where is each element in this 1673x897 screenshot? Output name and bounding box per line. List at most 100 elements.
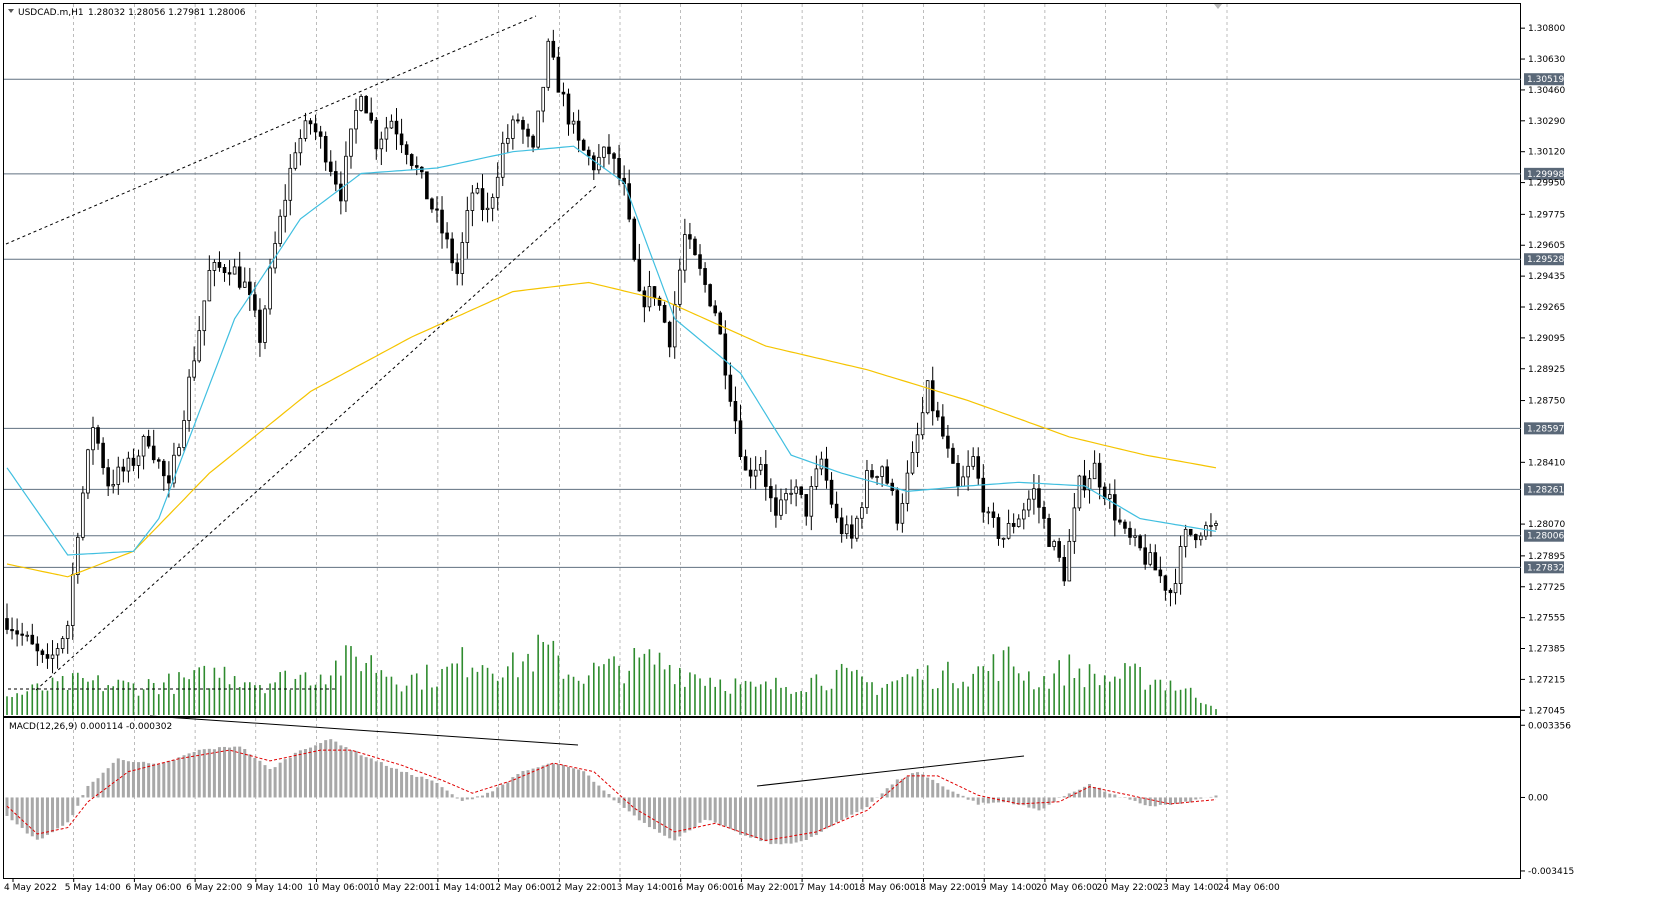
candle-body[interactable] bbox=[298, 138, 303, 154]
candle-body[interactable] bbox=[136, 455, 141, 466]
candle-body[interactable] bbox=[981, 477, 986, 513]
trendlines[interactable] bbox=[5, 15, 1025, 787]
candle-body[interactable] bbox=[425, 171, 429, 200]
candle-body[interactable] bbox=[162, 460, 166, 477]
candle-body[interactable] bbox=[703, 268, 707, 285]
candle-body[interactable] bbox=[40, 650, 45, 655]
candle-body[interactable] bbox=[602, 146, 606, 158]
candle-body[interactable] bbox=[844, 524, 849, 535]
candle-body[interactable] bbox=[227, 272, 232, 275]
candle-body[interactable] bbox=[566, 93, 571, 125]
candle-body[interactable] bbox=[839, 517, 844, 535]
candle-body[interactable] bbox=[946, 435, 950, 449]
candle-body[interactable] bbox=[1102, 486, 1107, 499]
candle-body[interactable] bbox=[1011, 523, 1016, 527]
candle-body[interactable] bbox=[652, 286, 657, 299]
candle-body[interactable] bbox=[1199, 535, 1203, 541]
candle-body[interactable] bbox=[688, 234, 692, 240]
candle-body[interactable] bbox=[849, 524, 854, 539]
candle-body[interactable] bbox=[111, 484, 116, 487]
candle-body[interactable] bbox=[126, 457, 131, 472]
candlesticks[interactable] bbox=[5, 29, 1218, 674]
candle-body[interactable] bbox=[480, 188, 485, 211]
candle-body[interactable] bbox=[1178, 546, 1183, 584]
candle-body[interactable] bbox=[1082, 475, 1087, 491]
candle-body[interactable] bbox=[657, 297, 662, 306]
candle-body[interactable] bbox=[667, 321, 672, 348]
candle-body[interactable] bbox=[733, 401, 738, 422]
candle-body[interactable] bbox=[976, 456, 981, 479]
candle-body[interactable] bbox=[334, 171, 338, 185]
candle-body[interactable] bbox=[612, 153, 616, 159]
candle-body[interactable] bbox=[15, 630, 19, 635]
candle-body[interactable] bbox=[941, 416, 945, 437]
candle-body[interactable] bbox=[248, 281, 252, 296]
candle-body[interactable] bbox=[607, 146, 611, 155]
candle-body[interactable] bbox=[758, 464, 763, 471]
candle-body[interactable] bbox=[1077, 475, 1082, 509]
upper-channel-trendline[interactable] bbox=[5, 15, 537, 245]
dropdown-triangle-icon[interactable] bbox=[8, 9, 14, 13]
candle-body[interactable] bbox=[1021, 509, 1026, 520]
candle-body[interactable] bbox=[1047, 518, 1051, 547]
candle-body[interactable] bbox=[662, 305, 667, 323]
candle-body[interactable] bbox=[1138, 535, 1142, 549]
candle-body[interactable] bbox=[303, 120, 308, 139]
candle-body[interactable] bbox=[81, 492, 85, 538]
candle-body[interactable] bbox=[151, 445, 156, 461]
candle-body[interactable] bbox=[263, 308, 267, 343]
candle-body[interactable] bbox=[1163, 575, 1168, 591]
candle-body[interactable] bbox=[399, 133, 404, 146]
candle-body[interactable] bbox=[470, 192, 475, 211]
candle-body[interactable] bbox=[718, 312, 723, 335]
candle-body[interactable] bbox=[723, 333, 728, 376]
candle-body[interactable] bbox=[637, 259, 642, 292]
candle-body[interactable] bbox=[860, 507, 864, 519]
candle-body[interactable] bbox=[875, 476, 879, 478]
candle-body[interactable] bbox=[713, 305, 717, 314]
candle-body[interactable] bbox=[804, 494, 809, 517]
candle-body[interactable] bbox=[242, 281, 247, 288]
candle-body[interactable] bbox=[708, 284, 712, 307]
candle-body[interactable] bbox=[364, 95, 368, 114]
candle-body[interactable] bbox=[526, 128, 530, 137]
candle-body[interactable] bbox=[561, 91, 566, 95]
candle-body[interactable] bbox=[283, 199, 288, 217]
candle-body[interactable] bbox=[627, 183, 631, 220]
candle-body[interactable] bbox=[313, 123, 318, 133]
candle-body[interactable] bbox=[683, 234, 687, 271]
candle-body[interactable] bbox=[76, 536, 80, 576]
candle-body[interactable] bbox=[414, 165, 419, 168]
candle-body[interactable] bbox=[328, 161, 333, 172]
candle-body[interactable] bbox=[1032, 488, 1036, 500]
candle-body[interactable] bbox=[966, 465, 970, 478]
candle-body[interactable] bbox=[167, 475, 171, 484]
candle-body[interactable] bbox=[65, 625, 70, 639]
candle-body[interactable] bbox=[551, 40, 556, 58]
candle-body[interactable] bbox=[536, 110, 540, 148]
candle-body[interactable] bbox=[617, 157, 621, 179]
candle-body[interactable] bbox=[576, 120, 581, 141]
candle-body[interactable] bbox=[971, 456, 975, 467]
candle-body[interactable] bbox=[500, 142, 505, 178]
candle-body[interactable] bbox=[1148, 552, 1153, 565]
candle-body[interactable] bbox=[956, 462, 960, 487]
candle-body[interactable] bbox=[440, 209, 444, 234]
candle-body[interactable] bbox=[404, 144, 409, 155]
candle-body[interactable] bbox=[521, 120, 525, 130]
candle-body[interactable] bbox=[1153, 552, 1158, 571]
candle-body[interactable] bbox=[460, 242, 465, 274]
candle-body[interactable] bbox=[581, 139, 586, 151]
candle-body[interactable] bbox=[339, 183, 343, 202]
candle-body[interactable] bbox=[834, 503, 839, 519]
candle-body[interactable] bbox=[1168, 589, 1173, 594]
candle-body[interactable] bbox=[592, 155, 596, 171]
candle-body[interactable] bbox=[278, 215, 282, 244]
candle-body[interactable] bbox=[96, 427, 100, 444]
chart-shift-marker-icon[interactable] bbox=[1214, 4, 1222, 9]
candle-body[interactable] bbox=[1158, 569, 1163, 577]
candle-body[interactable] bbox=[506, 137, 510, 144]
candle-body[interactable] bbox=[374, 119, 379, 150]
candle-body[interactable] bbox=[354, 110, 358, 130]
